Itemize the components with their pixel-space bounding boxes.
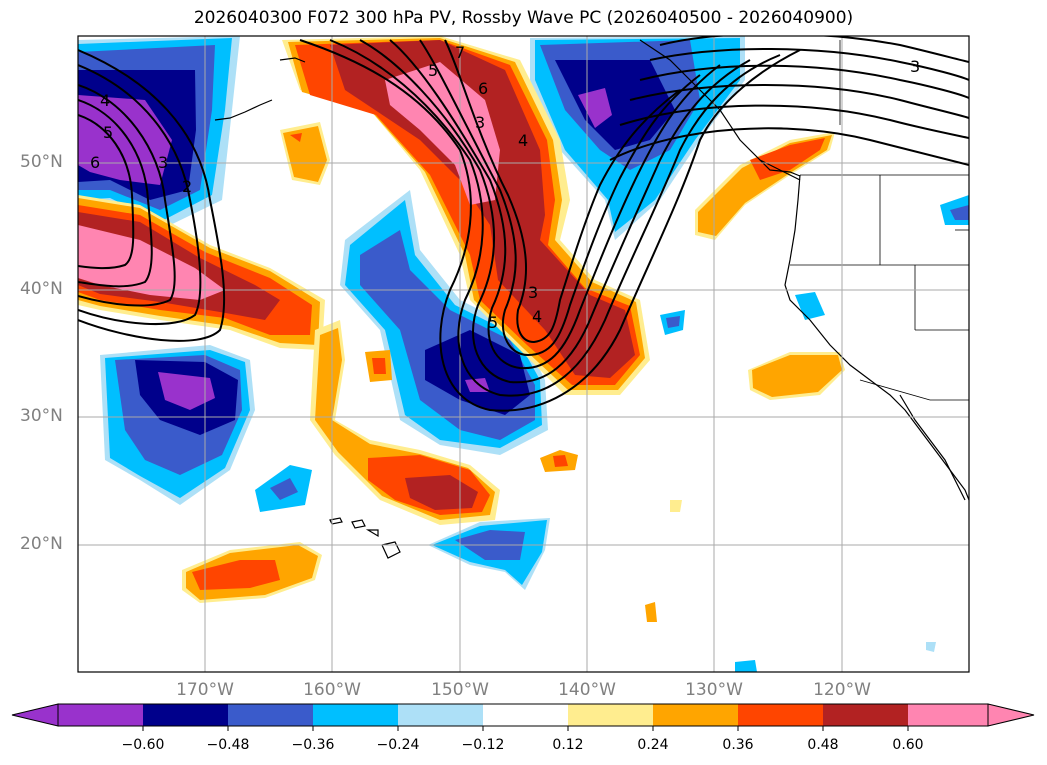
lon-label-120w: 120°W xyxy=(813,680,871,700)
lon-label-150w: 150°W xyxy=(431,680,489,700)
pv-neg-e1-royal xyxy=(950,205,969,220)
pv-pos-dot2 xyxy=(670,500,682,512)
contour-label: 7 xyxy=(455,43,465,62)
colorbar-swatch-3 xyxy=(313,704,398,726)
colorbar-min-arrow xyxy=(11,703,59,727)
colorbar-swatch-9 xyxy=(823,704,908,726)
pv-neg-w1-royal xyxy=(666,316,680,328)
colorbar-max-arrow xyxy=(987,703,1035,727)
map-border xyxy=(77,35,970,673)
colorbar-swatch-4 xyxy=(398,704,483,726)
pv-neg-dot3 xyxy=(926,642,936,652)
colorbar-tick-label: 0.36 xyxy=(722,737,754,753)
contour-label: 2 xyxy=(182,177,192,196)
pv-neg-coast-sky xyxy=(795,292,825,320)
contour-label: 3 xyxy=(528,283,538,302)
colorbar-swatch-7 xyxy=(653,704,738,726)
lat-label-50n: 50°N xyxy=(20,152,63,172)
lon-label-140w: 140°W xyxy=(558,680,616,700)
pv-pos-s2-red xyxy=(372,358,386,374)
colorbar-tick-label: −0.36 xyxy=(291,737,335,753)
contour-label: 4 xyxy=(532,307,542,326)
political-borders xyxy=(790,40,969,401)
pv-pos-sw-red xyxy=(192,560,280,590)
colorbar-swatch-5 xyxy=(483,704,568,726)
pv-neg-s1-royal xyxy=(270,478,298,500)
contour-label: 3 xyxy=(158,153,168,172)
pv-pos-nw2-red xyxy=(290,133,302,142)
colorbar-swatch-0 xyxy=(58,704,143,726)
contour-label: 4 xyxy=(518,131,528,150)
lat-label-40n: 40°N xyxy=(20,279,63,299)
colorbar-swatch-8 xyxy=(738,704,823,726)
pv-pos-dot1 xyxy=(645,602,657,622)
contour-label: 5 xyxy=(428,61,438,80)
colorbar-swatch-6 xyxy=(568,704,653,726)
colorbar-tick-label: −0.60 xyxy=(121,737,165,753)
contour-label: 5 xyxy=(488,313,498,332)
colorbar-tick-label: −0.24 xyxy=(376,737,420,753)
colorbar-swatch-1 xyxy=(143,704,228,726)
coastlines xyxy=(214,39,969,559)
colorbar-tick-label: 0.60 xyxy=(892,737,924,753)
colorbar-tick-label: 0.24 xyxy=(637,737,669,753)
colorbar-swatch-10 xyxy=(908,704,988,726)
pv-neg-c-navy xyxy=(425,330,530,415)
colorbar xyxy=(11,703,1035,731)
lon-label-160w: 160°W xyxy=(303,680,361,700)
colorbar-tick-label: −0.48 xyxy=(206,737,250,753)
contour-label-group: 4 5 6 3 2 5 6 7 3 4 3 4 5 3 xyxy=(90,43,920,332)
pv-pos-s3-red xyxy=(553,455,568,467)
contour-label: 3 xyxy=(910,57,920,76)
colorbar-tick-label: 0.12 xyxy=(552,737,584,753)
pv-neg-sw-purple xyxy=(158,372,215,410)
contour-label: 3 xyxy=(475,113,485,132)
lat-label-30n: 30°N xyxy=(20,406,63,426)
contour-label: 4 xyxy=(100,91,110,110)
pv-pos-nw2-orange xyxy=(283,126,327,182)
map-title: 2026040300 F072 300 hPa PV, Rossby Wave … xyxy=(193,8,854,28)
contour-label: 5 xyxy=(103,123,113,142)
contour-label: 6 xyxy=(478,79,488,98)
colorbar-tick-label: 0.48 xyxy=(807,737,839,753)
contour-label: 6 xyxy=(90,153,100,172)
colorbar-tick-label: −0.12 xyxy=(461,737,505,753)
pv-neg-se2-sky xyxy=(735,660,757,672)
pv-pos-cal-orange xyxy=(752,355,842,397)
lat-label-20n: 20°N xyxy=(20,534,63,554)
colorbar-swatch-2 xyxy=(228,704,313,726)
lon-label-170w: 170°W xyxy=(176,680,234,700)
pv-neg-ne-navy xyxy=(555,60,675,150)
lon-label-130w: 130°W xyxy=(685,680,743,700)
rossby-wave-contours xyxy=(78,36,969,412)
